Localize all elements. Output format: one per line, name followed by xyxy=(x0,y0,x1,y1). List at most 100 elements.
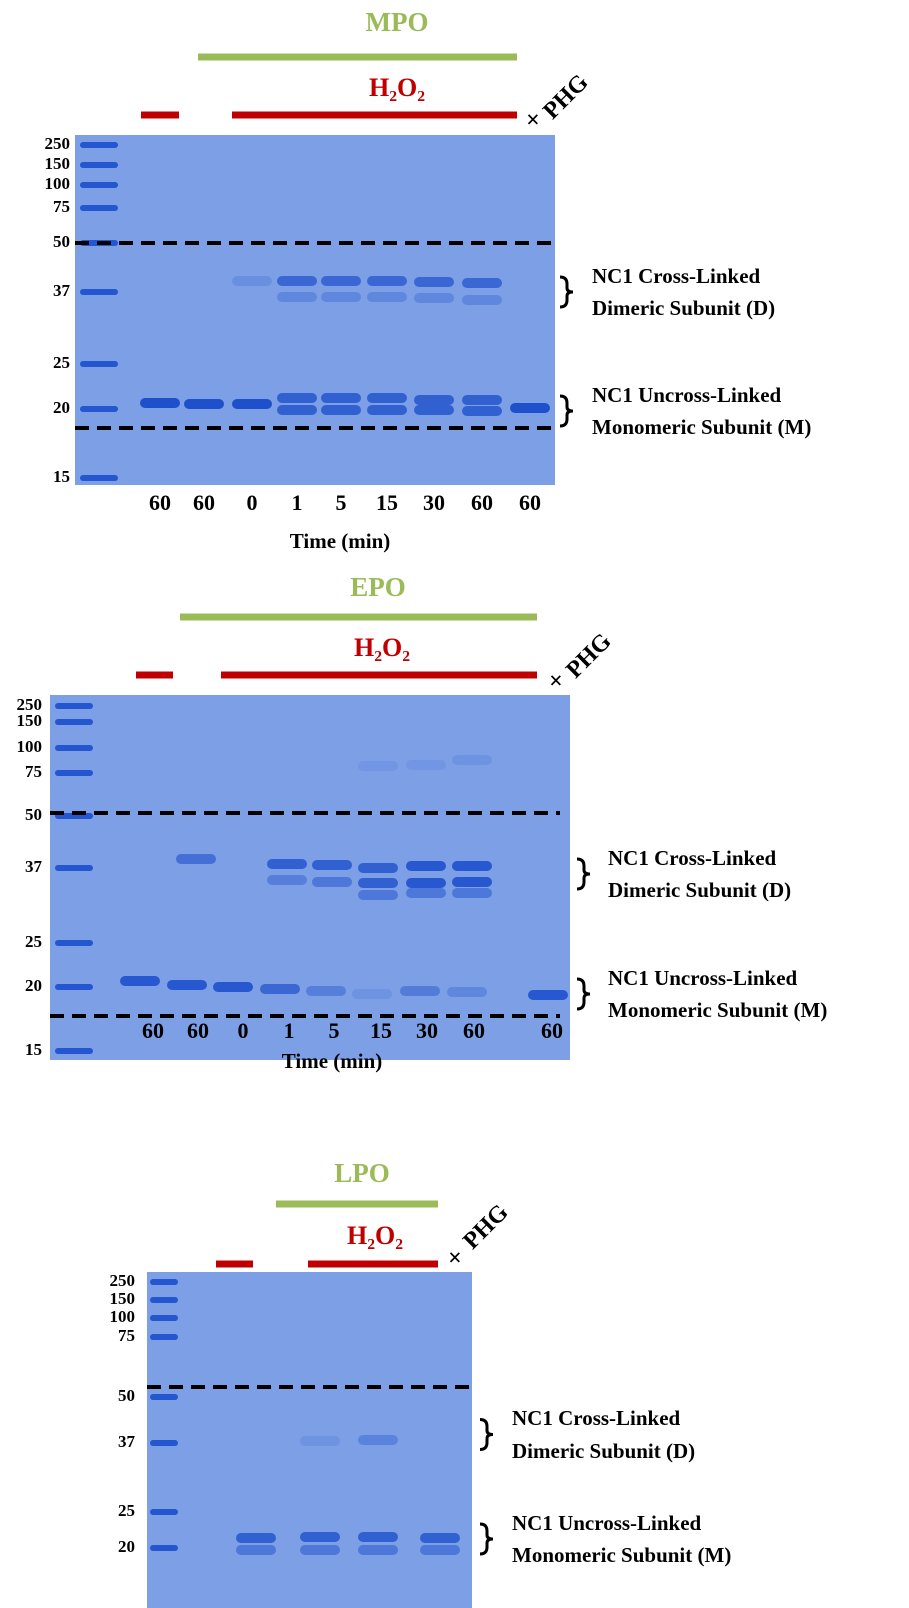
bracket xyxy=(576,857,591,891)
sample-band xyxy=(510,403,550,413)
sample-band xyxy=(447,987,487,997)
ladder-band xyxy=(80,289,118,295)
sample-band xyxy=(321,393,361,403)
marker-label: 100 xyxy=(110,1307,136,1326)
ladder-band xyxy=(55,1048,93,1054)
sample-band xyxy=(406,878,446,888)
sample-band xyxy=(236,1533,276,1543)
sample-band xyxy=(277,393,317,403)
marker-label: 37 xyxy=(53,281,71,300)
sample-band xyxy=(140,398,180,408)
marker-label: 50 xyxy=(118,1386,135,1405)
ladder-band xyxy=(55,745,93,751)
lane-label: 0 xyxy=(247,490,258,515)
lane-label: 30 xyxy=(423,490,445,515)
sample-band xyxy=(414,277,454,287)
marker-label: 75 xyxy=(25,762,42,781)
annotation-text: NC1 Uncross-Linked xyxy=(512,1511,702,1535)
sample-band xyxy=(312,860,352,870)
sample-band xyxy=(236,1545,276,1555)
sample-band xyxy=(232,399,272,409)
sample-band xyxy=(352,989,392,999)
ladder-band xyxy=(150,1509,178,1515)
ladder-band xyxy=(55,703,93,709)
lane-label: 30 xyxy=(416,1018,438,1043)
marker-label: 250 xyxy=(17,695,43,714)
ladder-band xyxy=(150,1297,178,1303)
ladder-band xyxy=(80,162,118,168)
marker-label: 20 xyxy=(25,976,42,995)
sample-band xyxy=(260,984,300,994)
ladder-band xyxy=(80,142,118,148)
sample-band xyxy=(452,755,492,765)
lane-label: 60 xyxy=(142,1018,164,1043)
inhibitor-mark: × xyxy=(448,1246,462,1272)
sample-band xyxy=(406,888,446,898)
annotation-text: Monomeric Subunit (M) xyxy=(592,415,811,439)
inhibitor-label: PHG xyxy=(458,1199,513,1254)
bracket xyxy=(479,1418,494,1451)
sample-band xyxy=(358,1435,398,1445)
ladder-band xyxy=(80,406,118,412)
sample-band xyxy=(462,278,502,288)
ladder-band xyxy=(55,940,93,946)
lane-label: 5 xyxy=(329,1018,340,1043)
ladder-band xyxy=(150,1440,178,1446)
ladder-band xyxy=(80,361,118,367)
sample-band xyxy=(462,295,502,305)
marker-label: 25 xyxy=(118,1501,135,1520)
enzyme-label: LPO xyxy=(334,1158,390,1188)
sample-band xyxy=(367,405,407,415)
sample-band xyxy=(267,875,307,885)
bracket xyxy=(559,394,574,428)
sample-band xyxy=(452,861,492,871)
sample-band xyxy=(267,859,307,869)
sample-band xyxy=(367,292,407,302)
treatment-label: H₂O₂ xyxy=(347,1221,403,1250)
lane-label: 60 xyxy=(541,1018,563,1043)
inhibitor-mark: × xyxy=(549,669,563,695)
marker-label: 37 xyxy=(25,857,43,876)
sample-band xyxy=(300,1532,340,1542)
sample-band xyxy=(528,990,568,1000)
sample-band xyxy=(358,890,398,900)
annotation-text: NC1 Cross-Linked xyxy=(512,1406,681,1430)
sample-band xyxy=(462,406,502,416)
lane-label: 0 xyxy=(238,1018,249,1043)
annotation-text: Monomeric Subunit (M) xyxy=(512,1543,731,1567)
sample-band xyxy=(358,761,398,771)
lane-label: 1 xyxy=(284,1018,295,1043)
marker-label: 15 xyxy=(25,1040,42,1059)
sample-band xyxy=(420,1533,460,1543)
sample-band xyxy=(277,405,317,415)
sample-band xyxy=(321,276,361,286)
x-axis-title: Time (min) xyxy=(282,1049,383,1073)
inhibitor-mark: × xyxy=(526,108,540,134)
sample-band xyxy=(120,976,160,986)
sample-band xyxy=(321,292,361,302)
marker-label: 100 xyxy=(17,737,43,756)
inhibitor-label: PHG xyxy=(538,69,593,124)
sample-band xyxy=(358,1545,398,1555)
sample-band xyxy=(232,276,272,286)
sample-band xyxy=(406,861,446,871)
sample-band xyxy=(452,888,492,898)
ladder-band xyxy=(80,182,118,188)
sample-band xyxy=(406,760,446,770)
marker-label: 37 xyxy=(118,1432,136,1451)
annotation-text: NC1 Cross-Linked xyxy=(592,264,761,288)
sample-band xyxy=(420,1545,460,1555)
inhibitor-label: PHG xyxy=(561,628,616,683)
bracket xyxy=(479,1522,494,1556)
lane-label: 1 xyxy=(292,490,303,515)
bracket xyxy=(559,275,574,309)
sample-band xyxy=(462,395,502,405)
marker-label: 150 xyxy=(45,154,71,173)
lane-label: 60 xyxy=(193,490,215,515)
enzyme-label: EPO xyxy=(350,572,406,602)
marker-label: 250 xyxy=(45,134,71,153)
sample-band xyxy=(213,982,253,992)
annotation-text: NC1 Uncross-Linked xyxy=(608,966,798,990)
ladder-band xyxy=(150,1545,178,1551)
